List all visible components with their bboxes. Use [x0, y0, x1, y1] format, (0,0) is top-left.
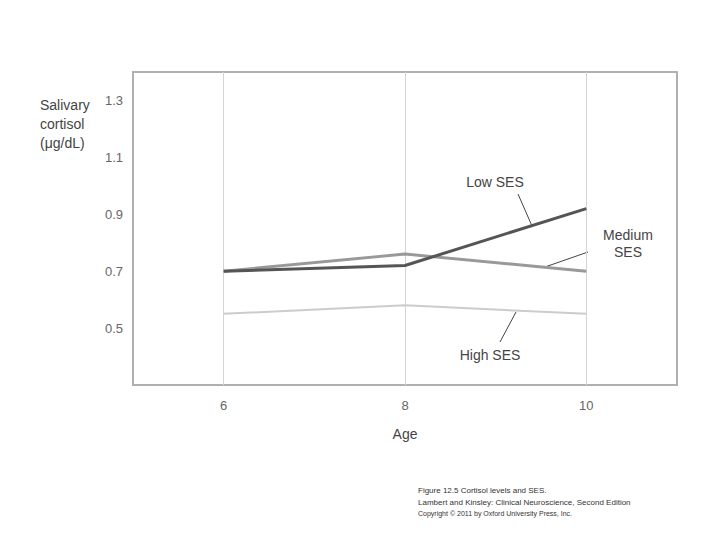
- svg-text:0.9: 0.9: [105, 207, 123, 222]
- svg-text:High SES: High SES: [460, 347, 521, 363]
- svg-text:Age: Age: [393, 426, 418, 442]
- svg-text:1.3: 1.3: [105, 93, 123, 108]
- svg-text:10: 10: [579, 398, 593, 413]
- svg-text:6: 6: [220, 398, 227, 413]
- svg-text:1.1: 1.1: [105, 150, 123, 165]
- svg-text:0.7: 0.7: [105, 264, 123, 279]
- svg-text:cortisol: cortisol: [40, 116, 84, 132]
- svg-text:Figure 12.5 Cortisol levels an: Figure 12.5 Cortisol levels and SES.: [418, 486, 547, 495]
- svg-text:Salivary: Salivary: [40, 97, 90, 113]
- svg-text:Medium: Medium: [603, 227, 653, 243]
- svg-text:8: 8: [401, 398, 408, 413]
- svg-text:Copyright © 2011 by Oxford Uni: Copyright © 2011 by Oxford University Pr…: [418, 510, 572, 518]
- svg-text:SES: SES: [614, 244, 642, 260]
- svg-text:0.5: 0.5: [105, 321, 123, 336]
- svg-text:Low SES: Low SES: [466, 174, 524, 190]
- svg-text:Lambert and Kinsley: Clinical: Lambert and Kinsley: Clinical Neuroscien…: [418, 498, 631, 507]
- svg-text:(μg/dL): (μg/dL): [40, 135, 85, 151]
